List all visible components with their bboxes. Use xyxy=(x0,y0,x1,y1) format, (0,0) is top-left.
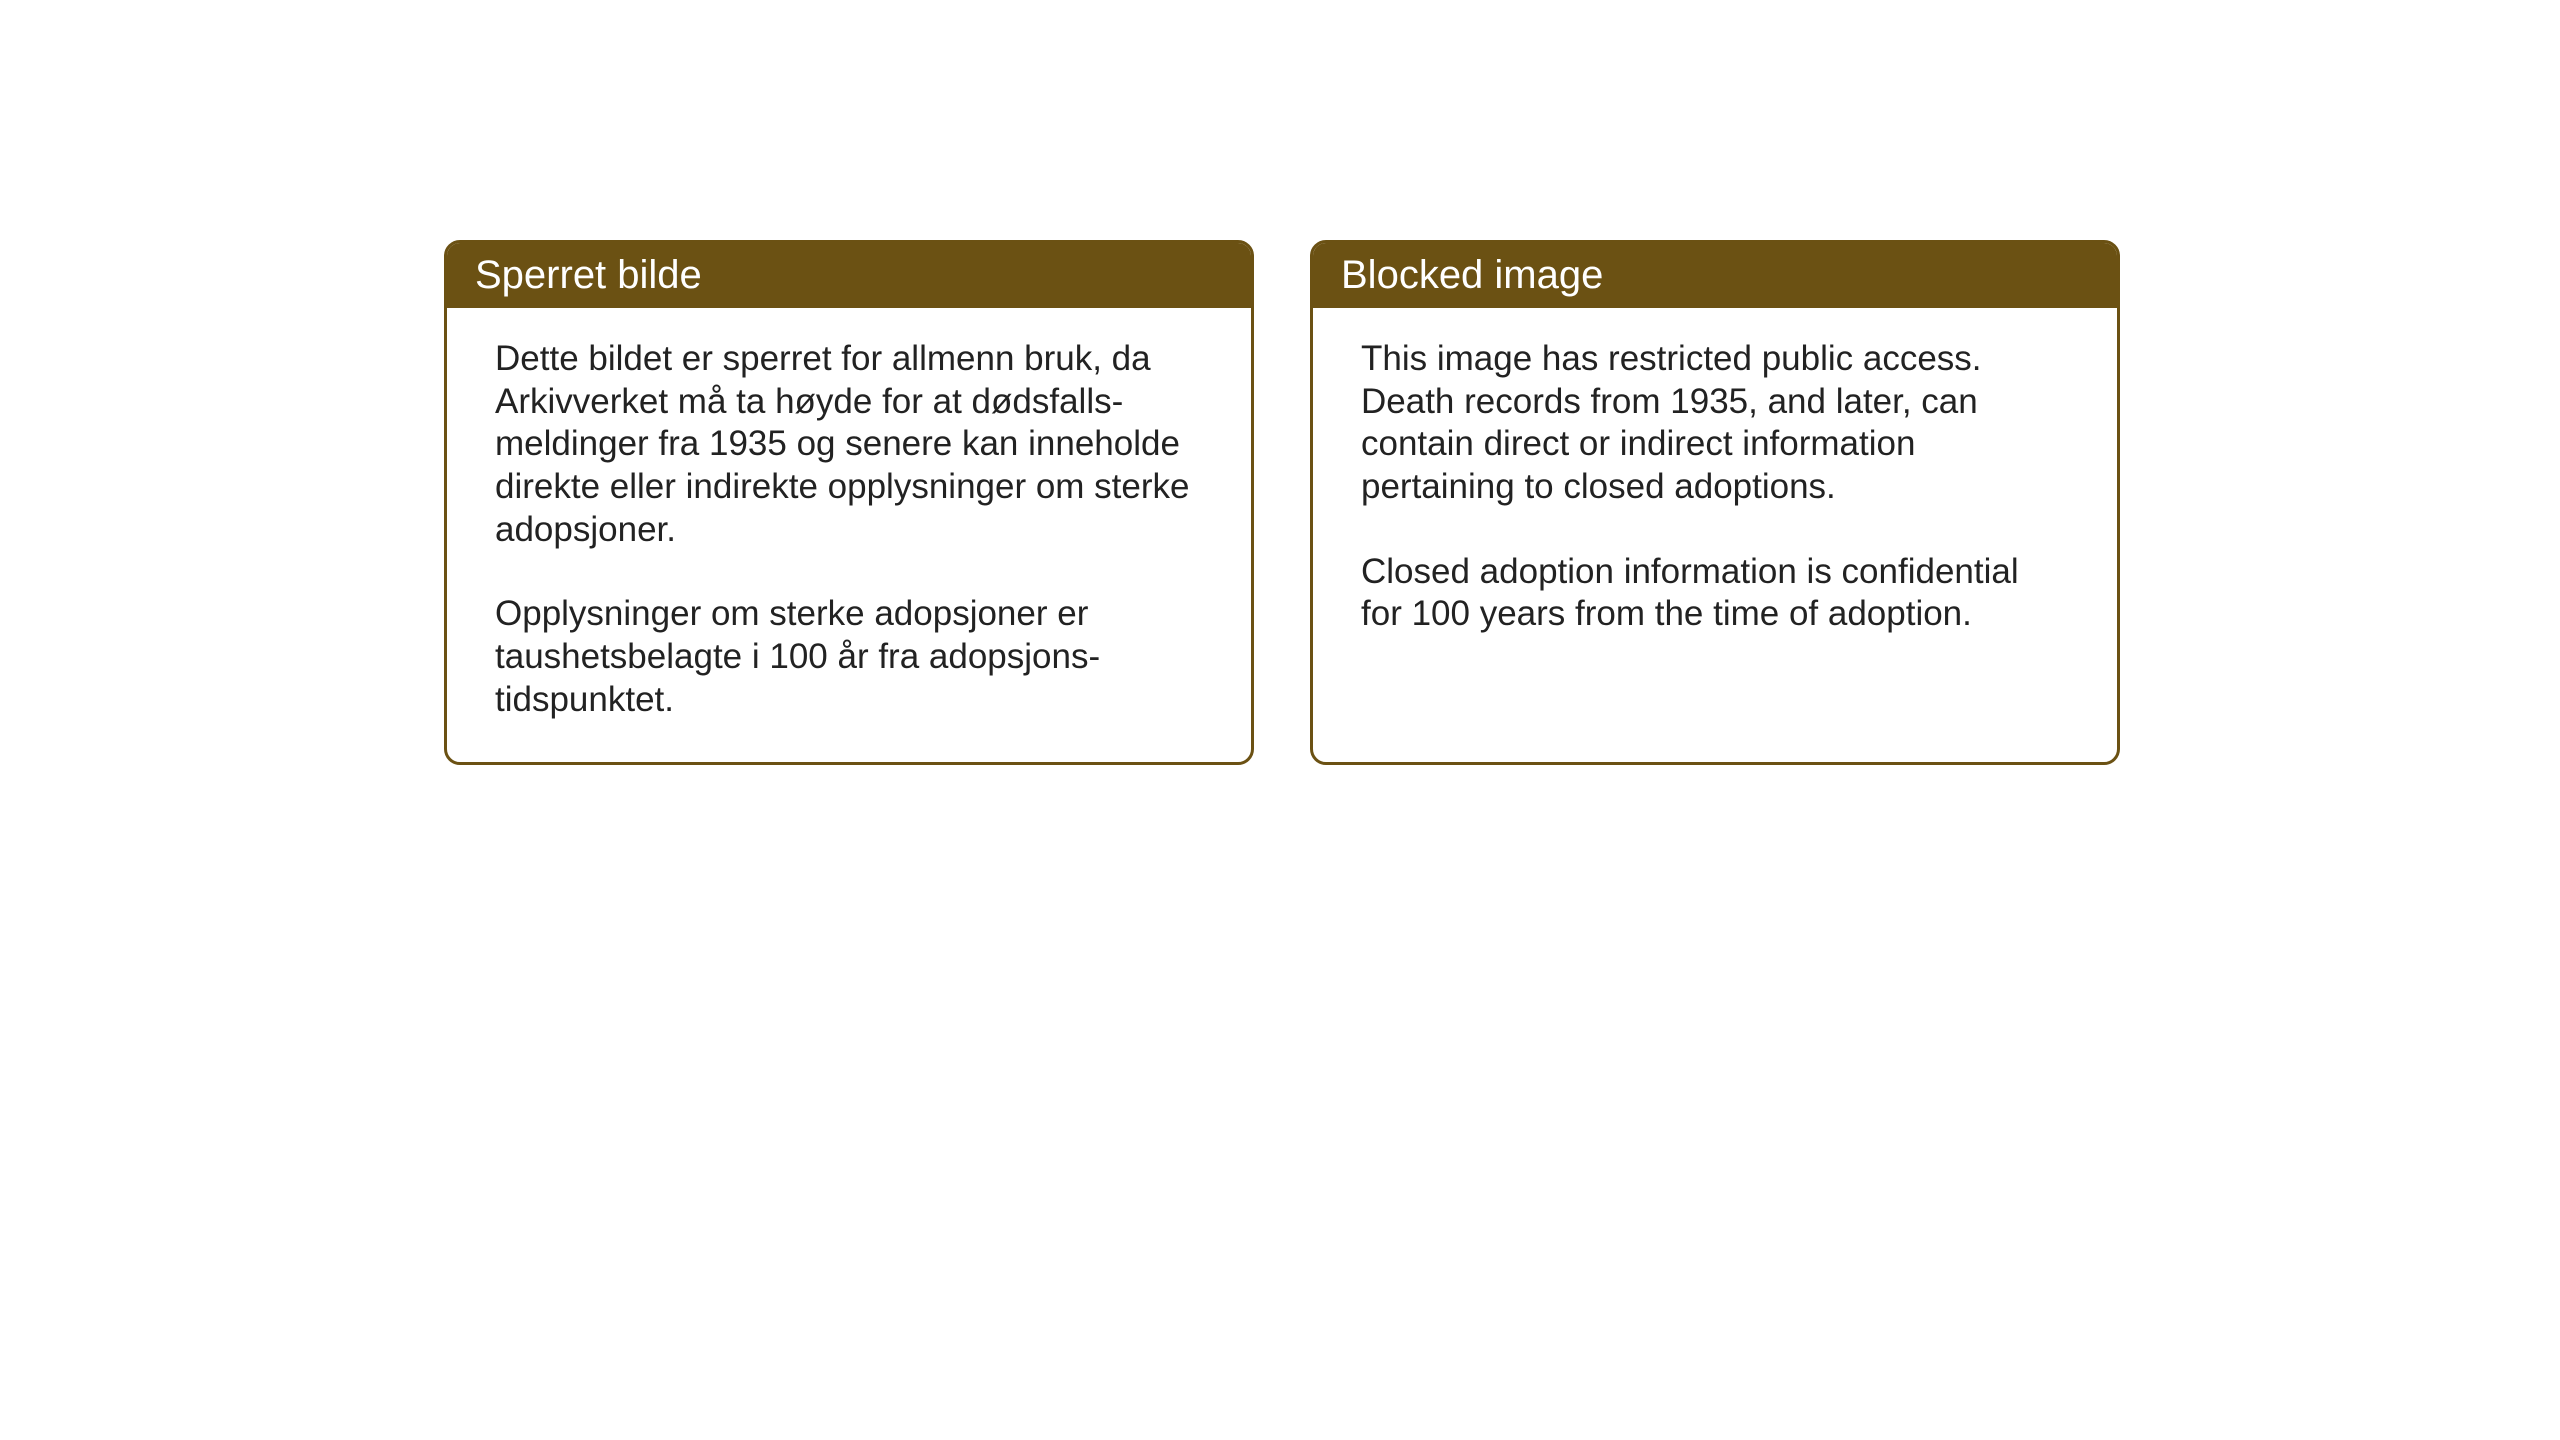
notice-paragraph: Opplysninger om sterke adopsjoner er tau… xyxy=(495,593,1203,721)
notice-paragraph: Dette bildet er sperret for allmenn bruk… xyxy=(495,338,1203,551)
notice-card-english: Blocked image This image has restricted … xyxy=(1310,240,2120,765)
notice-card-norwegian: Sperret bilde Dette bildet er sperret fo… xyxy=(444,240,1254,765)
notice-body-english: This image has restricted public access.… xyxy=(1313,308,2117,676)
notice-paragraph: Closed adoption information is confident… xyxy=(1361,551,2069,636)
notice-title-norwegian: Sperret bilde xyxy=(447,243,1251,308)
notice-body-norwegian: Dette bildet er sperret for allmenn bruk… xyxy=(447,308,1251,762)
notice-paragraph: This image has restricted public access.… xyxy=(1361,338,2069,509)
notice-container: Sperret bilde Dette bildet er sperret fo… xyxy=(444,240,2120,765)
notice-title-english: Blocked image xyxy=(1313,243,2117,308)
